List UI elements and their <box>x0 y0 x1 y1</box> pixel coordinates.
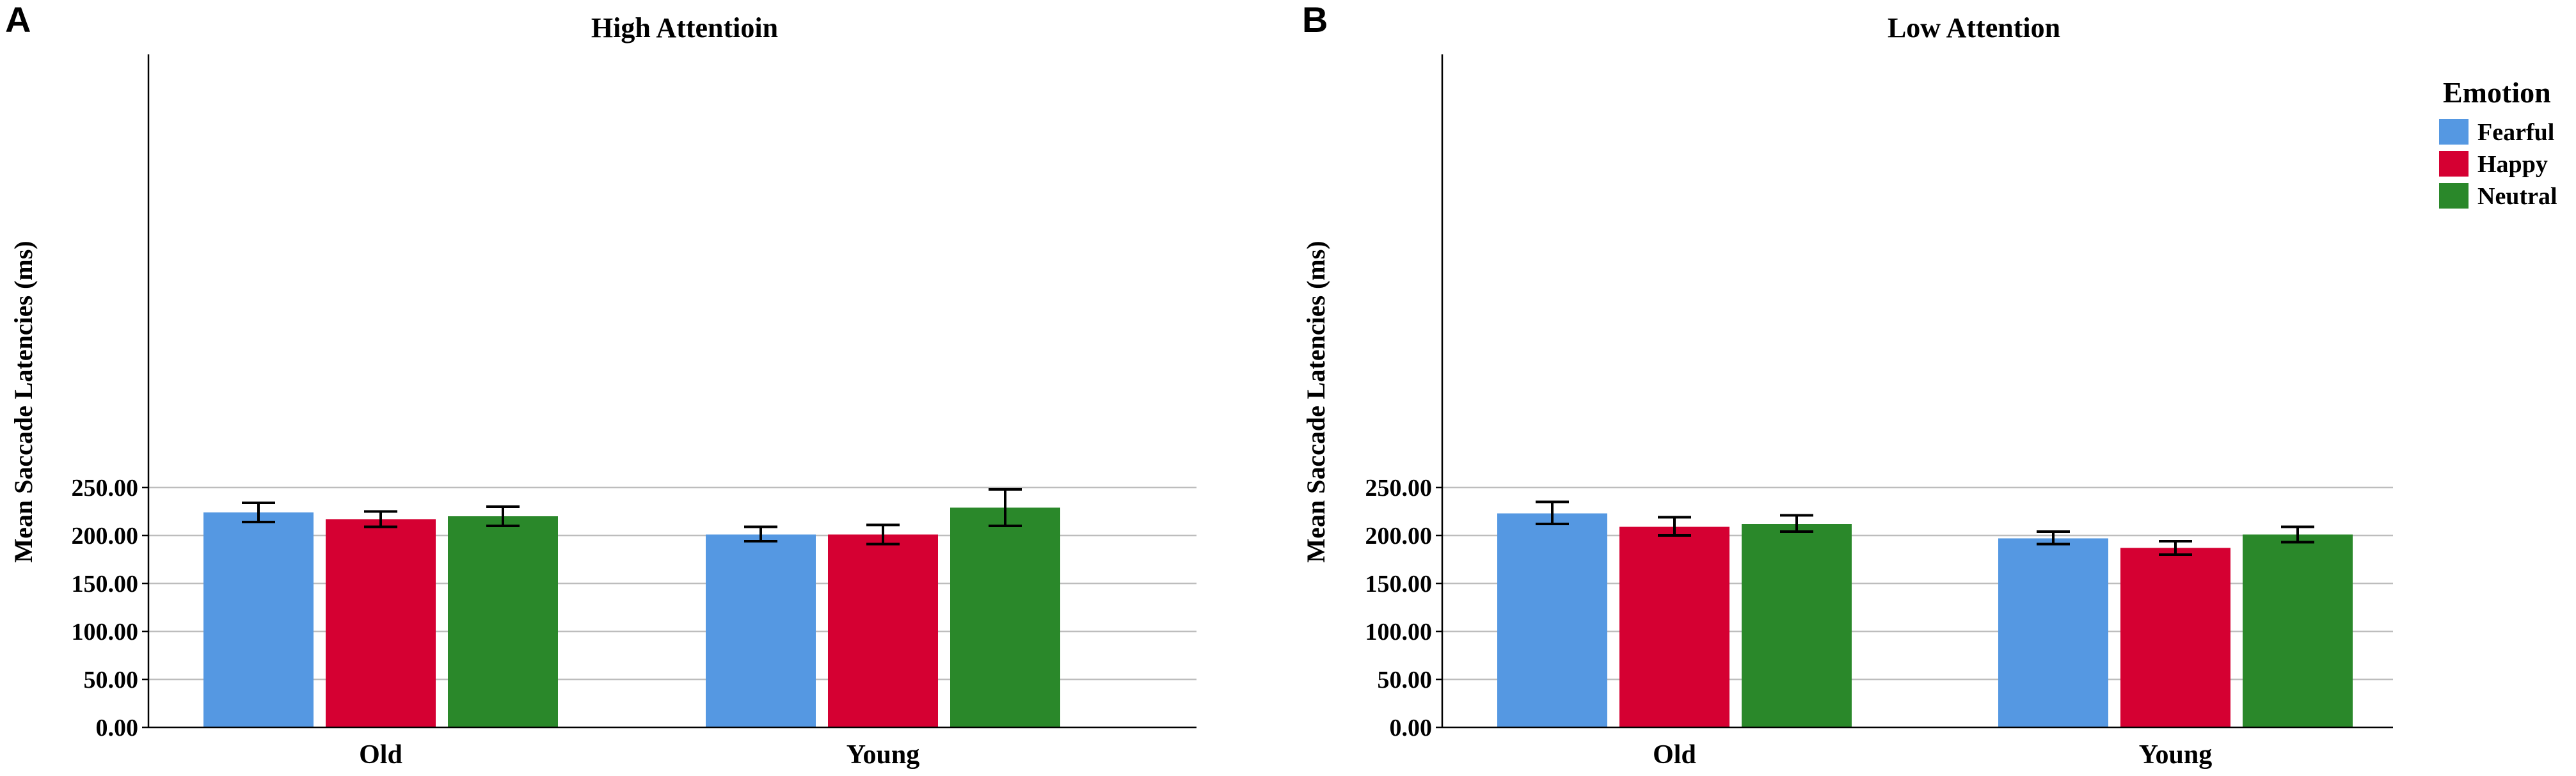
x-tick-label: Young <box>2139 740 2212 770</box>
legend-title: Emotion <box>2443 76 2551 109</box>
panel-letter: B <box>1302 0 1328 40</box>
bar-neutral-old <box>1742 524 1852 727</box>
chart-title: Low Attention <box>1888 12 2060 44</box>
y-tick-label: 0.00 <box>1390 715 1433 741</box>
x-tick-labels: Old Young <box>359 740 919 770</box>
y-tick-label: 250.00 <box>1365 475 1433 502</box>
legend-swatch-neutral <box>2439 183 2469 209</box>
x-tick-label: Old <box>1653 740 1696 770</box>
bar-happy-young <box>2120 548 2230 727</box>
bar-happy-young <box>828 534 938 727</box>
y-tick-label: 200.00 <box>1365 523 1433 550</box>
y-tick-label: 100.00 <box>72 619 139 645</box>
error-bars <box>242 488 1022 546</box>
y-tick-label: 0.00 <box>96 715 139 741</box>
bars <box>203 507 1060 727</box>
x-tick-label: Old <box>359 740 402 770</box>
y-tick-label: 150.00 <box>1365 571 1433 598</box>
error-bars <box>1536 500 2314 556</box>
legend-label-fearful: Fearful <box>2477 119 2554 146</box>
panel-a: A High Attentioin Mean Saccade Latencies… <box>5 0 1197 770</box>
chart-title: High Attentioin <box>591 12 778 44</box>
y-tick-label: 100.00 <box>1365 619 1433 645</box>
y-axis-label: Mean Saccade Latencies (ms) <box>1301 241 1330 562</box>
bar-happy-old <box>326 519 436 727</box>
y-tick-label: 50.00 <box>84 667 139 693</box>
y-tick-labels: 0.00 50.00 100.00 150.00 200.00 250.00 <box>72 475 139 741</box>
legend: Emotion Fearful Happy Neutral <box>2439 76 2557 210</box>
bar-happy-old <box>1619 527 1729 727</box>
legend-label-neutral: Neutral <box>2477 183 2557 210</box>
panel-letter: A <box>5 0 31 40</box>
y-tick-label: 250.00 <box>72 475 139 502</box>
y-tick-label: 200.00 <box>72 523 139 550</box>
bar-fearful-old <box>203 512 314 727</box>
bar-fearful-young <box>706 534 816 727</box>
y-axis-label: Mean Saccade Latencies (ms) <box>9 241 38 562</box>
y-tick-label: 150.00 <box>72 571 139 598</box>
legend-swatch-happy <box>2439 151 2469 177</box>
bar-fearful-old <box>1497 513 1607 727</box>
bar-neutral-young <box>2243 534 2353 727</box>
legend-swatch-fearful <box>2439 119 2469 145</box>
bar-fearful-young <box>1998 538 2108 727</box>
bar-neutral-old <box>448 516 558 727</box>
x-tick-label: Young <box>847 740 919 770</box>
panel-b: B Low Attention Mean Saccade Latencies (… <box>1301 0 2393 770</box>
y-tick-labels: 0.00 50.00 100.00 150.00 200.00 250.00 <box>1365 475 1433 741</box>
bars <box>1497 513 2353 727</box>
legend-label-happy: Happy <box>2477 151 2548 178</box>
x-tick-labels: Old Young <box>1653 740 2212 770</box>
y-tick-label: 50.00 <box>1378 667 1433 693</box>
bar-neutral-young <box>950 507 1060 727</box>
